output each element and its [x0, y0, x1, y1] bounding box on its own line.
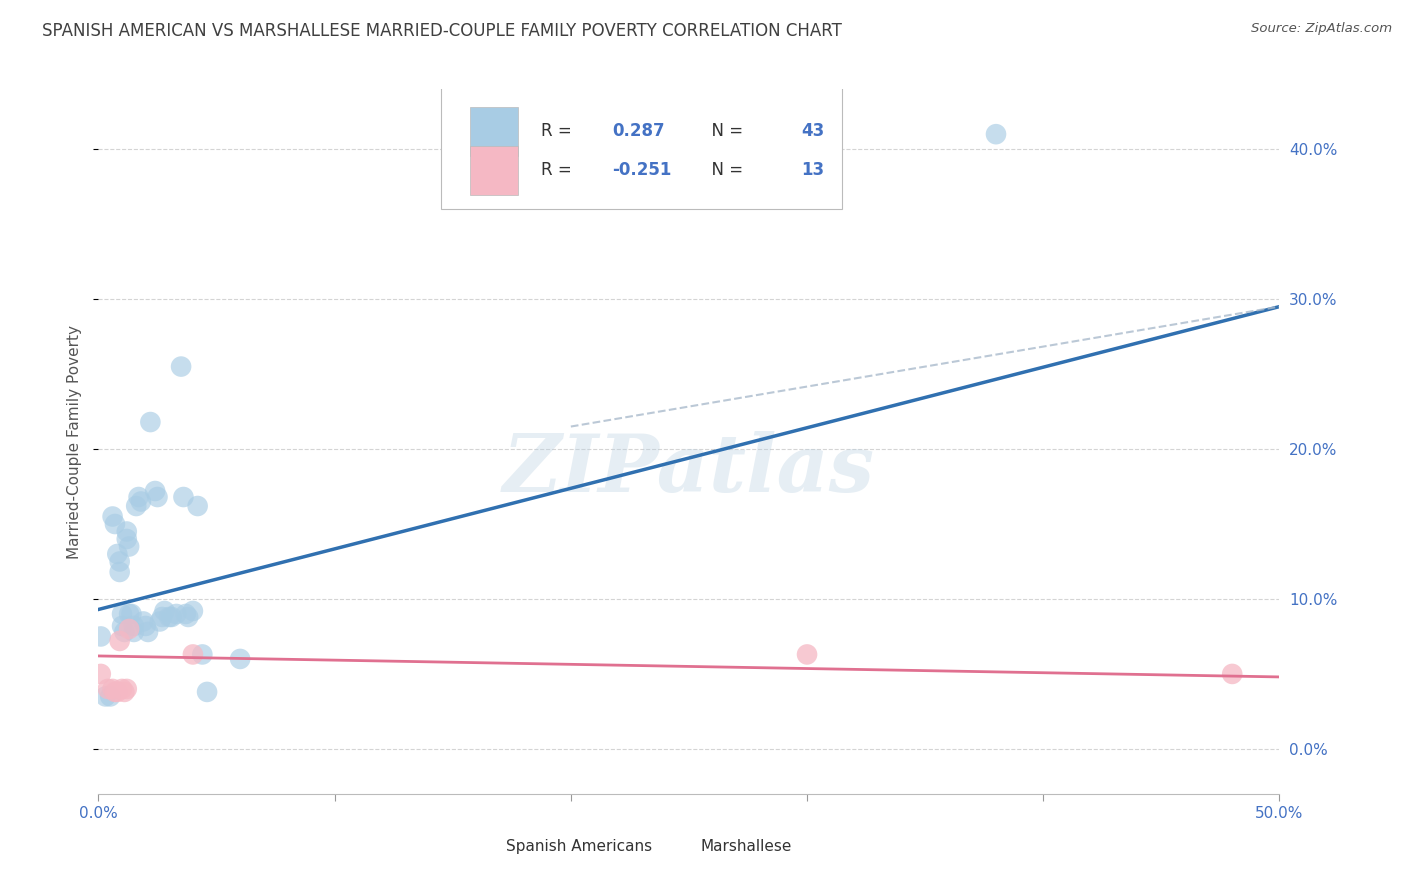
Point	[108, 554, 131, 568]
Point	[135, 619, 157, 633]
Y-axis label: Married-Couple Family Poverty: Married-Couple Family Poverty	[67, 325, 83, 558]
Text: 13: 13	[801, 161, 824, 179]
Text: SPANISH AMERICAN VS MARSHALLESE MARRIED-COUPLE FAMILY POVERTY CORRELATION CHART: SPANISH AMERICAN VS MARSHALLESE MARRIED-…	[42, 22, 842, 40]
FancyBboxPatch shape	[441, 86, 842, 209]
Point	[146, 490, 169, 504]
Point	[181, 604, 204, 618]
Point	[112, 685, 135, 699]
Point	[149, 615, 172, 629]
Point	[136, 624, 159, 639]
Point	[125, 499, 148, 513]
Point	[104, 685, 127, 699]
Point	[101, 509, 124, 524]
Point	[153, 604, 176, 618]
Point	[121, 607, 143, 621]
Point	[165, 607, 187, 621]
Point	[94, 690, 117, 704]
Point	[157, 610, 180, 624]
Point	[195, 685, 218, 699]
Point	[150, 610, 173, 624]
Point	[187, 499, 209, 513]
Point	[115, 532, 138, 546]
Text: 43: 43	[801, 122, 824, 140]
Point	[129, 494, 152, 508]
Point	[105, 685, 128, 699]
FancyBboxPatch shape	[654, 835, 689, 857]
Point	[1220, 667, 1243, 681]
Point	[98, 690, 121, 704]
Point	[115, 681, 138, 696]
Text: R =: R =	[541, 161, 578, 179]
Point	[108, 634, 131, 648]
Text: 0.287: 0.287	[612, 122, 665, 140]
Point	[139, 415, 162, 429]
Point	[122, 624, 145, 639]
Text: -0.251: -0.251	[612, 161, 672, 179]
Point	[115, 524, 138, 539]
Text: Spanish Americans: Spanish Americans	[506, 838, 652, 854]
Point	[105, 547, 128, 561]
FancyBboxPatch shape	[471, 107, 517, 156]
Point	[90, 630, 112, 644]
Point	[181, 648, 204, 662]
Text: ZIPatlas: ZIPatlas	[503, 431, 875, 508]
Text: R =: R =	[541, 122, 578, 140]
Point	[97, 681, 120, 696]
Point	[132, 615, 155, 629]
Text: Marshallese: Marshallese	[700, 838, 792, 854]
FancyBboxPatch shape	[458, 835, 494, 857]
Point	[143, 483, 166, 498]
Point	[111, 681, 134, 696]
Text: N =: N =	[700, 122, 748, 140]
Point	[122, 619, 145, 633]
Point	[108, 565, 131, 579]
Point	[174, 607, 197, 621]
Text: N =: N =	[700, 161, 748, 179]
Point	[177, 610, 200, 624]
Point	[111, 607, 134, 621]
Point	[90, 667, 112, 681]
Point	[984, 127, 1007, 141]
Point	[118, 540, 141, 554]
Text: Source: ZipAtlas.com: Source: ZipAtlas.com	[1251, 22, 1392, 36]
Point	[191, 648, 214, 662]
Point	[111, 619, 134, 633]
Point	[118, 622, 141, 636]
Point	[128, 490, 150, 504]
Point	[112, 624, 135, 639]
FancyBboxPatch shape	[471, 145, 517, 194]
Point	[101, 681, 124, 696]
Point	[172, 490, 194, 504]
Point	[170, 359, 193, 374]
Point	[160, 610, 183, 624]
Point	[796, 648, 818, 662]
Point	[118, 607, 141, 621]
Point	[104, 516, 127, 531]
Point	[229, 652, 252, 666]
